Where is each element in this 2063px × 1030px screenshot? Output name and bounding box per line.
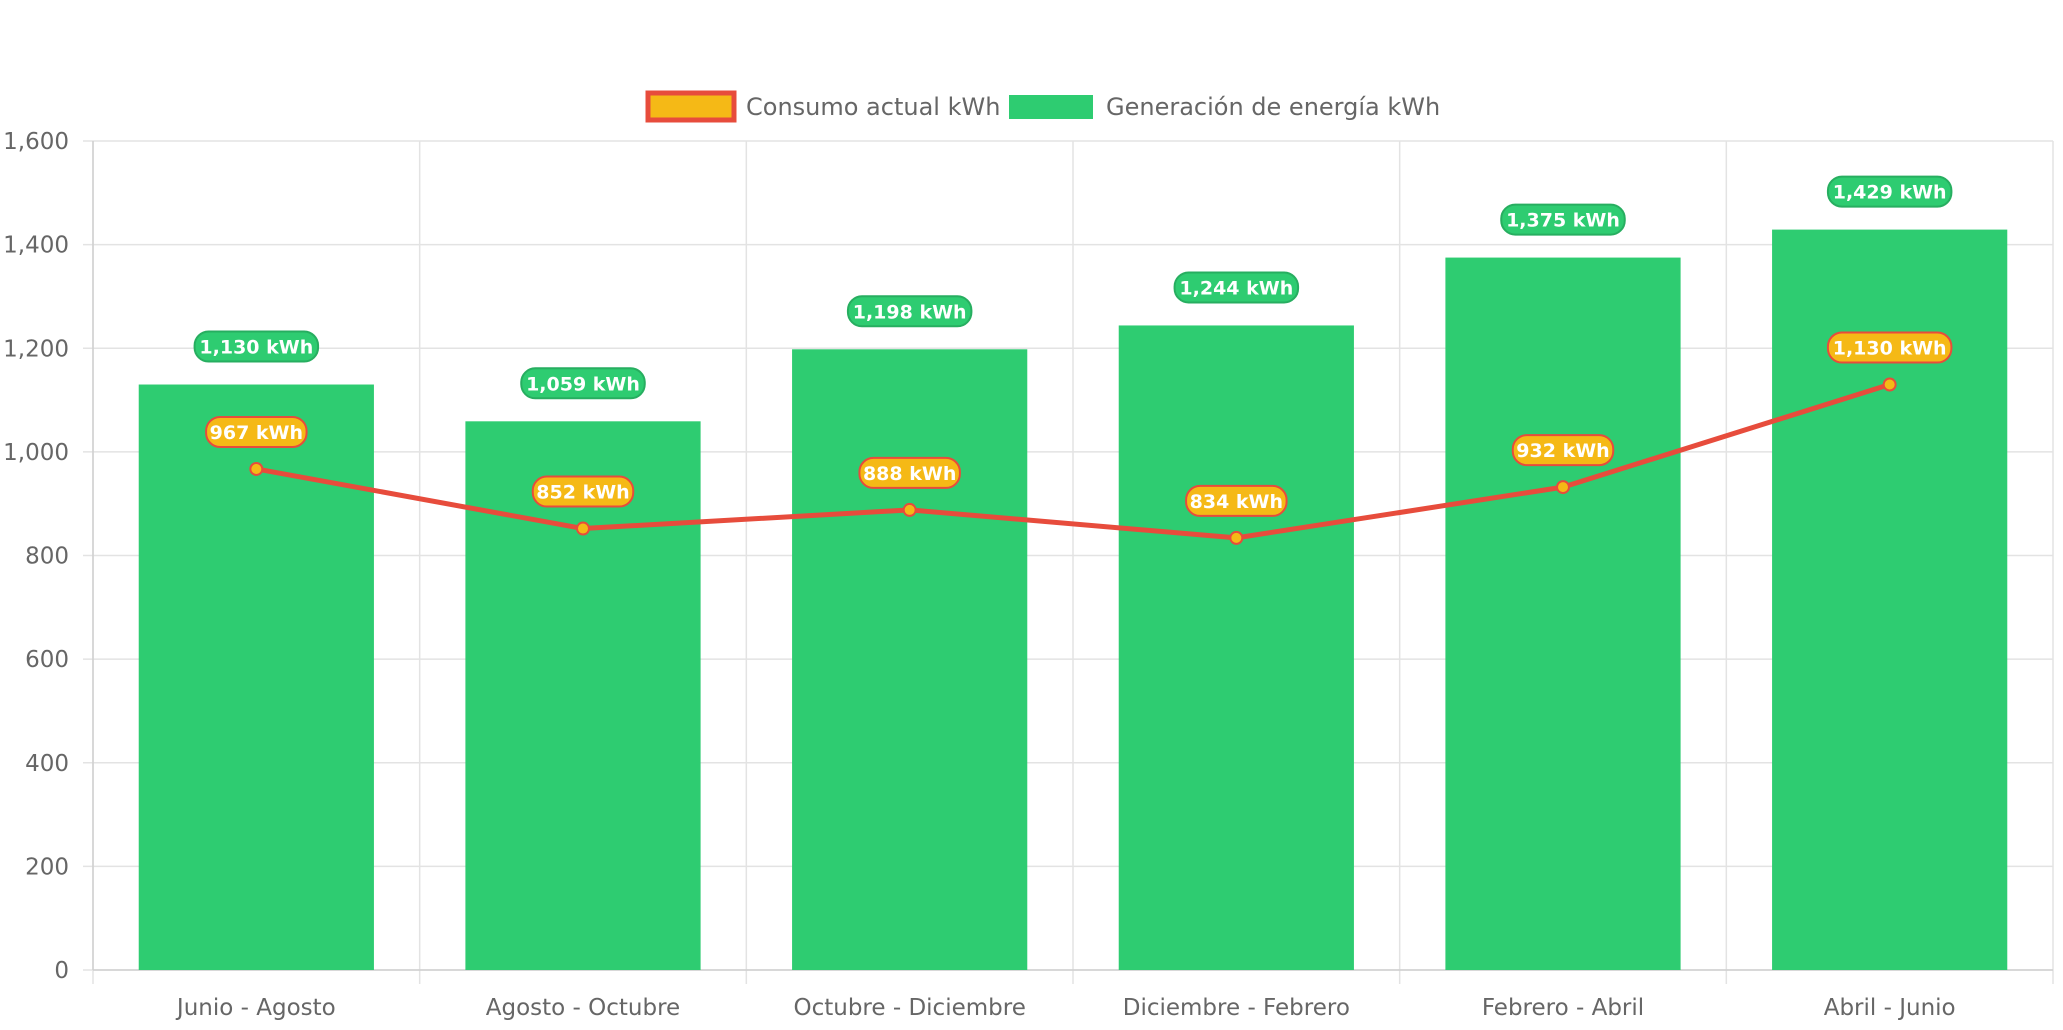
legend-label-generacion: Generación de energía kWh: [1106, 93, 1440, 121]
bar-value-label: 1,429 kWh: [1826, 175, 1953, 208]
bar-value-label-bg: [1826, 175, 1953, 208]
y-tick-label: 1,000: [3, 440, 69, 466]
bar: [792, 349, 1028, 970]
bar-value-label-text: 1,198 kWh: [853, 301, 967, 323]
bar-value-label-text: 1,244 kWh: [1179, 277, 1293, 299]
line-value-label: 888 kWh: [858, 456, 961, 489]
x-tick-label: Junio - Agosto: [175, 995, 336, 1021]
x-tick-label: Febrero - Abril: [1482, 995, 1644, 1021]
line-value-label-text: 888 kWh: [863, 463, 956, 485]
line-value-label: 1,130 kWh: [1826, 331, 1953, 364]
line-value-label-bg: [1185, 484, 1288, 517]
legend-item-consumo[interactable]: Consumo actual kWh: [645, 90, 1000, 123]
bar-value-label-text: 1,130 kWh: [199, 337, 313, 359]
legend-swatch-consumo: [645, 90, 737, 123]
line-point: [1556, 480, 1570, 495]
bar-value-label-text: 1,375 kWh: [1506, 210, 1620, 232]
line-value-label-bg: [858, 456, 961, 489]
legend-item-generacion[interactable]: Generación de energía kWh: [1009, 93, 1440, 121]
legend[interactable]: Consumo actual kWh Generación de energía…: [645, 90, 1440, 123]
line-value-label: 852 kWh: [531, 475, 635, 508]
legend-swatch-generacion: [1009, 95, 1093, 119]
grid: [83, 140, 2054, 984]
line-value-label: 834 kWh: [1185, 484, 1288, 517]
y-tick-label: 600: [25, 647, 69, 673]
x-tick-label: Diciembre - Febrero: [1123, 995, 1350, 1021]
bar-value-label-bg: [1500, 203, 1626, 236]
y-tick-label: 1,400: [3, 233, 69, 259]
bar-value-label-bg: [520, 367, 646, 400]
y-tick-label: 200: [25, 854, 69, 880]
bar-value-label: 1,244 kWh: [1173, 271, 1300, 304]
x-tick-label: Abril - Junio: [1824, 995, 1956, 1021]
line-value-label-text: 834 kWh: [1190, 491, 1283, 513]
line-value-label: 932 kWh: [1511, 434, 1615, 467]
line-point: [576, 521, 590, 536]
y-tick-label: 400: [25, 751, 69, 777]
y-tick-label: 0: [54, 958, 69, 984]
line-point: [902, 502, 917, 517]
bar-value-label: 1,059 kWh: [520, 367, 646, 400]
line-value-label-text: 932 kWh: [1516, 440, 1609, 462]
y-tick-label: 800: [25, 544, 69, 570]
line-point: [249, 461, 264, 476]
line-value-label-text: 852 kWh: [536, 482, 629, 504]
line-point: [1882, 377, 1897, 392]
bar-value-label-bg: [193, 330, 320, 363]
bar-value-label-bg: [1173, 271, 1300, 304]
y-axis-ticks: 0 200 400 600 800 1,000 1,200 1,400 1,600: [3, 129, 69, 984]
line-point: [1229, 530, 1244, 545]
line-value-label-bg: [205, 415, 308, 448]
line-value-label-text: 967 kWh: [210, 422, 303, 444]
bar-value-label: 1,130 kWh: [193, 330, 320, 363]
data-labels: 1,130 kWh 1,059 kWh 1,198 kWh 1,244 kWh 1,37…: [193, 175, 1953, 517]
x-tick-label: Agosto - Octubre: [486, 995, 680, 1021]
line-value-label-bg: [531, 475, 635, 508]
line-series-path: [255, 382, 1891, 541]
x-axis-ticks: Junio - Agosto Agosto - Octubre Octubre - …: [175, 995, 1956, 1021]
legend-label-consumo: Consumo actual kWh: [746, 93, 1000, 121]
y-tick-label: 1,200: [3, 336, 69, 362]
line-value-label: 967 kWh: [205, 415, 308, 448]
bar: [1445, 257, 1681, 970]
line-series: [249, 377, 1897, 545]
line-value-label-text: 1,130 kWh: [1833, 338, 1947, 360]
bar-value-label: 1,198 kWh: [846, 295, 973, 328]
x-tick-label: Octubre - Diciembre: [793, 995, 1025, 1021]
line-value-label-bg: [1826, 331, 1953, 364]
y-tick-label: 1,600: [3, 129, 69, 155]
bar-value-label-bg: [846, 295, 973, 328]
line-value-label-bg: [1511, 434, 1615, 467]
bar: [1118, 325, 1354, 970]
bar-value-label-text: 1,059 kWh: [526, 373, 640, 395]
bar-value-label-text: 1,429 kWh: [1833, 182, 1947, 204]
bar-value-label: 1,375 kWh: [1500, 203, 1626, 236]
